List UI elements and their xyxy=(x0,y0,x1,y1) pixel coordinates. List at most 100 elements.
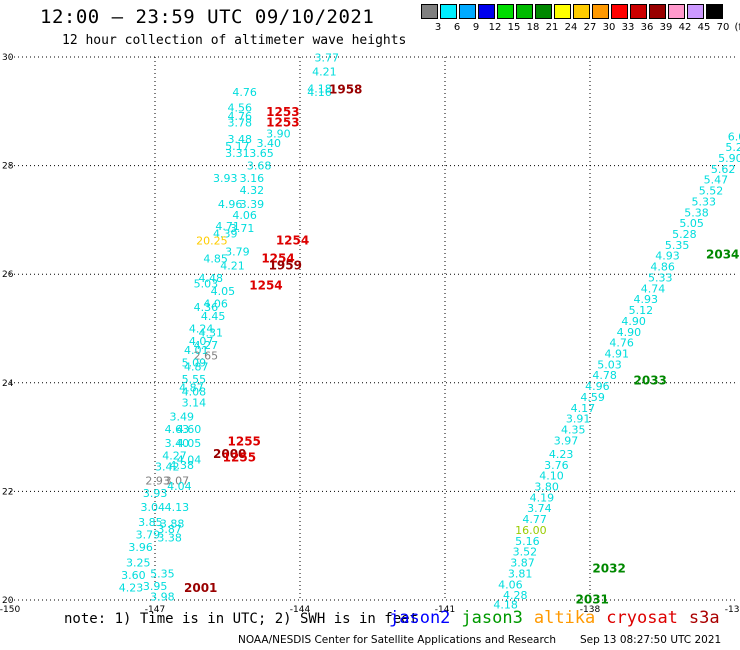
swh-value: 4.76 xyxy=(232,86,256,99)
pass-number-label: 1255 xyxy=(228,434,261,448)
swh-value: 3.78 xyxy=(228,117,253,130)
pass-number-label: 2034 xyxy=(706,248,739,262)
swh-value: 3.87 xyxy=(510,557,535,570)
swh-value: 5.28 xyxy=(672,228,697,241)
swh-value: 5.90 xyxy=(718,152,740,165)
swh-value: 20.25 xyxy=(196,235,228,248)
swh-value: 4.16 xyxy=(307,86,332,99)
swh-value: 3.77 xyxy=(315,52,340,65)
swh-value: 4.59 xyxy=(580,391,605,404)
swh-value: 3.40 xyxy=(165,437,190,450)
swh-value: 4.63 xyxy=(165,423,190,436)
swh-value: 5.35 xyxy=(150,567,175,580)
swh-value: 4.21 xyxy=(312,66,337,79)
swh-value: 3.98 xyxy=(150,591,175,604)
swh-value: 3.91 xyxy=(566,413,591,426)
color-swatch xyxy=(535,4,552,19)
pass-number-label: 1254 xyxy=(276,234,309,248)
mission-legend: jason2 jason3 altika cryosat s3a xyxy=(389,608,731,628)
swh-value: 4.23 xyxy=(549,448,574,461)
color-swatch xyxy=(554,4,571,19)
swh-value: 4.60 xyxy=(177,423,202,436)
swh-value: 3.88 xyxy=(160,517,185,530)
swh-value: 5.28 xyxy=(725,141,740,154)
swh-value: 3.14 xyxy=(182,396,207,409)
swh-value: 4.93 xyxy=(634,293,659,306)
swh-value: 4.96 xyxy=(218,198,243,211)
swh-value: 4.13 xyxy=(165,501,190,514)
mission-label: s3a xyxy=(688,608,720,628)
map-grid xyxy=(10,56,735,601)
pass-number-label: 1253 xyxy=(266,116,299,130)
color-swatch xyxy=(611,4,628,19)
swh-value: 2.93 xyxy=(145,475,170,488)
pass-number-label: 1958 xyxy=(329,83,362,97)
swh-value: 5.35 xyxy=(665,239,690,252)
pass-number-label: 1255 xyxy=(223,451,256,465)
swh-value: 4.06 xyxy=(232,209,256,222)
swh-value: 4.76 xyxy=(609,337,634,350)
swh-value: 3.52 xyxy=(513,546,538,559)
pass-number-label: 1254 xyxy=(261,251,294,265)
swh-value: 4.90 xyxy=(617,326,642,339)
pass-number-label: 2033 xyxy=(634,374,667,388)
color-scale-label: 12 xyxy=(488,22,502,33)
color-swatch xyxy=(573,4,590,19)
swh-value: 3.93 xyxy=(143,487,168,500)
color-scale-label: 36 xyxy=(640,22,654,33)
color-scale-label: 70 xyxy=(716,22,730,33)
swh-value: 5.03 xyxy=(597,358,622,371)
color-scale-label: 33 xyxy=(621,22,635,33)
y-tick-label: 26 xyxy=(2,270,14,280)
swh-value: 5.33 xyxy=(692,195,717,208)
swh-labels: 3.774.214.76 4.184.164.564.763.783.903.48… xyxy=(119,52,740,612)
color-scale-label: 27 xyxy=(583,22,597,33)
color-swatch xyxy=(440,4,457,19)
swh-value: 4.27 xyxy=(162,450,187,463)
swh-value: 3.81 xyxy=(508,567,533,580)
swh-value: 3.80 xyxy=(534,481,559,494)
swh-value: 3.68 xyxy=(247,160,271,173)
y-tick-label: 22 xyxy=(2,487,13,497)
color-swatch xyxy=(459,4,476,19)
swh-value: 16.00 xyxy=(515,524,547,537)
swh-value: 3.79 xyxy=(225,245,250,258)
color-swatch xyxy=(497,4,514,19)
swh-value: 4.96 xyxy=(585,380,610,393)
swh-value: 3.60 xyxy=(121,569,145,582)
chart-title: 12:00 — 23:59 UTC 09/10/2021 xyxy=(40,6,375,28)
swh-value: 4.90 xyxy=(621,315,646,328)
swh-value: 4.04 xyxy=(167,480,192,493)
swh-value: 4.87 xyxy=(179,382,204,395)
pass-number-label: 2000 xyxy=(213,447,246,461)
swh-value: 4.86 xyxy=(650,261,675,274)
swh-value: 3.16 xyxy=(240,172,264,185)
swh-value: 4.93 xyxy=(655,250,680,263)
credit-line: NOAA/NESDIS Center for Satellite Applica… xyxy=(238,634,721,646)
swh-value: 5.55 xyxy=(182,373,207,386)
color-swatch xyxy=(687,4,704,19)
swh-value: 3.39 xyxy=(240,198,264,211)
swh-value: 4.74 xyxy=(641,282,666,295)
generation-timestamp: Sep 13 08:27:50 UTC 2021 xyxy=(580,634,722,646)
color-swatch xyxy=(421,4,438,19)
swh-value: 4.31 xyxy=(199,326,224,339)
units-note: note: 1) Time is in UTC; 2) SWH is in fe… xyxy=(64,611,419,627)
swh-value: 3.79 xyxy=(136,528,161,541)
swh-value: 4.87 xyxy=(184,361,209,374)
swh-value: 3.96 xyxy=(128,541,153,554)
swh-value: 3.65 xyxy=(249,147,274,160)
swh-value: 5.38 xyxy=(684,206,709,219)
swh-value: 3.74 xyxy=(527,502,552,515)
color-scale-label: 21 xyxy=(545,22,559,33)
swh-value: 3.38 xyxy=(157,532,182,545)
swh-value: 4.18 xyxy=(493,598,518,611)
swh-value: 5.47 xyxy=(704,174,729,187)
swh-value: 4.71 xyxy=(215,220,240,233)
swh-value: 2.65 xyxy=(194,350,219,363)
swh-value: 4.32 xyxy=(240,184,264,197)
swh-value: 4.27 xyxy=(194,339,219,352)
swh-value: 3.48 xyxy=(228,133,253,146)
credit-text: NOAA/NESDIS Center for Satellite Applica… xyxy=(238,634,556,646)
swh-value: 6.0 xyxy=(728,130,740,143)
